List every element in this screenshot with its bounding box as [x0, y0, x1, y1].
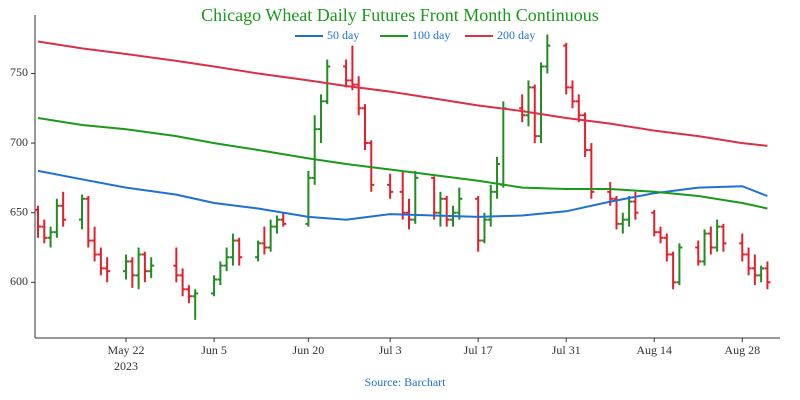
legend-label: 200 day — [497, 28, 535, 42]
x-tick-label: Jul 31 — [552, 343, 581, 357]
x-tick-label: Jul 17 — [464, 343, 493, 357]
y-tick-label: 700 — [10, 135, 28, 149]
x-tick-label: Jul 3 — [379, 343, 402, 357]
legend-label: 100 day — [412, 28, 450, 42]
chart-title: Chicago Wheat Daily Futures Front Month … — [201, 5, 599, 25]
x-tick-label: Jun 20 — [293, 343, 325, 357]
moving-average-line — [37, 40, 768, 147]
y-tick-label: 600 — [10, 274, 28, 288]
x-tick-label: May 22 — [108, 343, 145, 357]
y-tick-label: 750 — [10, 65, 28, 79]
x-tick-label: Aug 14 — [636, 343, 672, 357]
x-tick-label: Jun 5 — [201, 343, 227, 357]
x-year-label: 2023 — [114, 359, 138, 373]
y-tick-label: 650 — [10, 204, 28, 218]
legend-label: 50 day — [327, 28, 359, 42]
source: Source: Barchart — [365, 375, 447, 389]
x-tick-label: Aug 28 — [724, 343, 760, 357]
moving-average-line — [37, 117, 768, 210]
